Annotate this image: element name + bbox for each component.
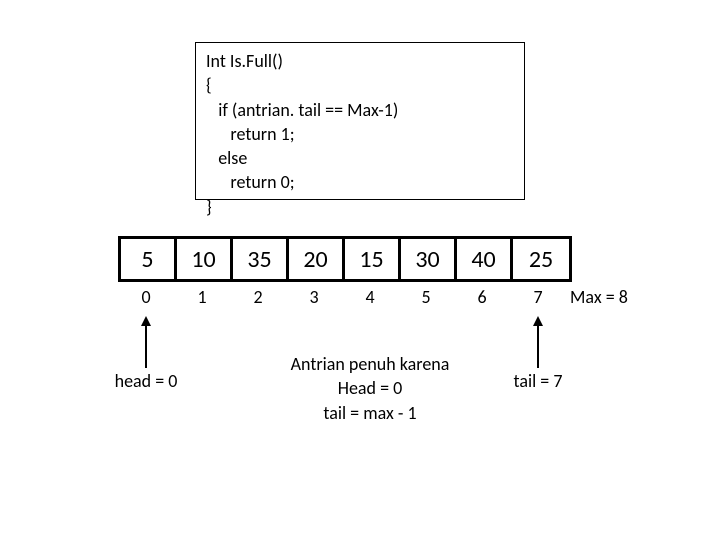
- arrow-line: [145, 326, 147, 368]
- index-label: 7: [510, 286, 566, 308]
- tail-label: tail = 7: [498, 370, 578, 392]
- caption-line: Head = 0: [260, 376, 480, 400]
- queue-cell: 25: [513, 239, 569, 279]
- caption-line: tail = max - 1: [260, 401, 480, 425]
- arrow-up-icon: [141, 316, 151, 326]
- index-label: 0: [118, 286, 174, 308]
- index-row: 0 1 2 3 4 5 6 7 Max = 8: [118, 286, 646, 308]
- code-box: Int Is.Full() { if (antrian. tail == Max…: [195, 42, 525, 200]
- index-label: 1: [174, 286, 230, 308]
- arrow-line: [537, 326, 539, 368]
- queue-cell: 35: [233, 239, 289, 279]
- caption: Antrian penuh karena Head = 0 tail = max…: [260, 352, 480, 425]
- queue-cell: 30: [401, 239, 457, 279]
- index-label: 2: [230, 286, 286, 308]
- index-label: 6: [454, 286, 510, 308]
- max-label: Max = 8: [566, 286, 646, 308]
- arrow-up-icon: [533, 316, 543, 326]
- queue-cell: 40: [457, 239, 513, 279]
- index-label: 5: [398, 286, 454, 308]
- queue-array: 5 10 35 20 15 30 40 25: [118, 236, 572, 282]
- queue-cell: 10: [177, 239, 233, 279]
- index-label: 3: [286, 286, 342, 308]
- tail-arrow: [533, 316, 543, 368]
- queue-cell: 20: [289, 239, 345, 279]
- queue-cell: 15: [345, 239, 401, 279]
- caption-line: Antrian penuh karena: [260, 352, 480, 376]
- index-label: 4: [342, 286, 398, 308]
- head-arrow: [141, 316, 151, 368]
- queue-cell: 5: [121, 239, 177, 279]
- head-label: head = 0: [106, 370, 186, 392]
